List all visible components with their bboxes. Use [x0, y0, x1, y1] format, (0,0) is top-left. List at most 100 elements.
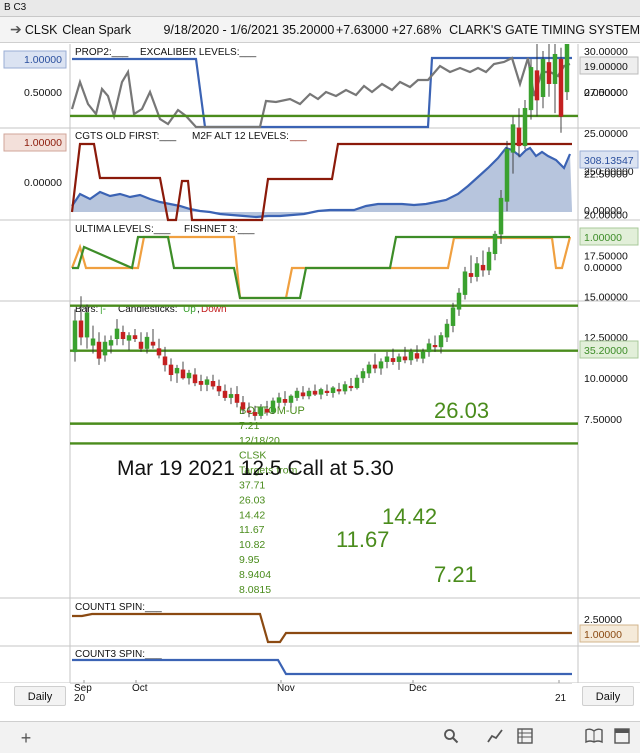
chart-canvas[interactable]: PROP2:___ EXCALIBER LEVELS:___ 1.00000 0…	[0, 44, 640, 685]
candle-body	[90, 338, 96, 346]
target-note: 10.82	[239, 539, 265, 551]
candle-body	[396, 356, 402, 362]
p1-right-tick-19: 19.00000	[584, 61, 628, 73]
chart-area[interactable]: PROP2:___ EXCALIBER LEVELS:___ 1.00000 0…	[0, 44, 640, 685]
candle-body	[168, 364, 174, 375]
grid-icon-svg	[517, 728, 533, 744]
window-titlebar: B C3	[0, 0, 640, 17]
candle-body	[510, 124, 516, 153]
panel-6[interactable]: COUNT3 SPIN:___	[72, 649, 572, 676]
panel-4-price[interactable]: Bars: |- Candlesticks: Up , Down 37.5000…	[70, 44, 639, 596]
candle-body	[372, 364, 378, 369]
p3-legend-ultima: ULTIMA LEVELS:___	[75, 224, 171, 235]
p1-right-value-box	[579, 56, 639, 75]
line-chart-icon-svg	[487, 729, 503, 743]
p6-legend: COUNT3 SPIN:___	[75, 649, 162, 660]
candle-body	[402, 356, 408, 361]
p2-left-value: 1.00000	[24, 137, 62, 149]
candle-body	[96, 341, 102, 359]
p4-price-tick: 27.50000	[584, 87, 628, 99]
grid-icon[interactable]	[515, 728, 535, 748]
target-note: 8.9404	[239, 569, 271, 581]
p2-left-tick: 0.00000	[24, 177, 62, 189]
panel-5[interactable]: COUNT1 SPIN:___ 2.50000 1.00000	[72, 602, 639, 644]
candle-body	[186, 372, 192, 379]
panel-3[interactable]: ULTIMA LEVELS:___ FISHNET 3:___ 1.00000 …	[70, 224, 639, 300]
target-note: 9.95	[239, 554, 260, 566]
candle-body	[306, 390, 312, 397]
candle-body	[246, 410, 252, 413]
last-price: 35.20000	[282, 22, 335, 37]
book-icon-svg	[585, 728, 603, 744]
candle-body	[384, 356, 390, 362]
p4-price-tick: 25.00000	[584, 128, 628, 140]
arrow-right-icon[interactable]: ➔	[10, 21, 22, 37]
price-level-label: 26.03	[434, 398, 489, 423]
candle-body	[210, 381, 216, 387]
p2-cgts-line	[71, 146, 572, 219]
candle-body	[540, 58, 546, 98]
period-selector-right[interactable]: Daily	[582, 686, 634, 706]
p4-price-axis: 37.5000032.5000030.0000027.5000025.00000…	[584, 46, 628, 426]
target-note: 14.42	[239, 509, 265, 521]
p2-right-value-box	[579, 150, 639, 169]
p1-left-value-box	[3, 50, 67, 69]
candle-body	[78, 320, 84, 338]
candle-body	[114, 328, 120, 340]
p4-legend-up: Up	[183, 304, 196, 315]
candle-body	[504, 148, 510, 202]
add-icon[interactable]: +	[20, 728, 32, 748]
panel-2[interactable]: CGTS OLD FIRST:___ M2F ALT 12 LEVELS: __…	[3, 131, 639, 222]
candle-body	[294, 390, 300, 398]
candle-body	[486, 251, 492, 271]
candle-body	[438, 335, 444, 348]
candle-body	[516, 127, 522, 147]
candle-body	[522, 107, 528, 147]
p3-right-tick-0: 0.00000	[584, 262, 622, 274]
candle-body	[474, 263, 480, 277]
candle-body	[546, 62, 552, 84]
candle-body	[120, 331, 126, 340]
target-note: 11.67	[239, 524, 265, 536]
p1-right-tick-0: 0.00000	[584, 87, 622, 99]
symbol-ticker[interactable]: CLSK	[24, 22, 58, 37]
target-note: CLSK	[239, 450, 266, 462]
candle-body	[564, 44, 570, 93]
search-icon-svg	[444, 729, 459, 744]
candle-body	[444, 323, 450, 338]
candle-body	[216, 385, 222, 392]
candle-body	[108, 340, 114, 346]
p5-right-tick: 2.50000	[584, 614, 622, 626]
candle-body	[282, 399, 288, 403]
candle-body	[222, 390, 228, 398]
candle-body	[312, 390, 318, 395]
candle-body	[144, 336, 150, 349]
candle-body	[354, 377, 360, 389]
p3-right-value-box	[579, 227, 639, 246]
candle-body	[480, 264, 486, 271]
p4-price-tick: 7.50000	[584, 414, 622, 426]
search-icon[interactable]	[441, 728, 461, 748]
period-selector-left[interactable]: Daily	[14, 686, 66, 706]
p4-price-tick: 10.00000	[584, 373, 628, 385]
line-chart-icon[interactable]	[485, 728, 505, 748]
candle-body	[420, 351, 426, 359]
candle-body	[192, 374, 198, 384]
maximize-icon[interactable]	[612, 728, 632, 748]
p4-legend-comma: ,	[197, 304, 200, 315]
target-note: 8.0815	[239, 584, 271, 596]
candle-body	[234, 394, 240, 403]
book-icon[interactable]	[584, 728, 604, 748]
p4-right-value-box	[579, 340, 639, 359]
candle-body	[228, 394, 234, 398]
candle-body	[432, 345, 438, 348]
panel-1[interactable]: PROP2:___ EXCALIBER LEVELS:___ 1.00000 0…	[3, 47, 639, 129]
p1-legend-prop2: PROP2:___	[75, 47, 129, 58]
candle-body	[450, 307, 456, 326]
candle-body	[198, 381, 204, 385]
target-note: 12/18/20	[239, 435, 280, 447]
x-axis[interactable]: Sep 20 Oct Nov Dec 21	[0, 682, 640, 721]
price-change-pct: +27.68%	[391, 22, 442, 37]
symbol-name: Clean Spark	[62, 22, 132, 37]
